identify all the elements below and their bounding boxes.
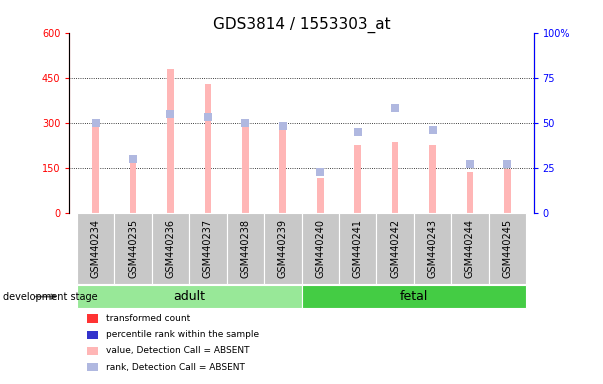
Bar [167,69,174,213]
Point [166,111,175,117]
Text: percentile rank within the sample: percentile rank within the sample [106,330,259,339]
Point [241,120,250,126]
Bar [392,142,399,213]
Bar [204,84,211,213]
Bar [429,144,436,213]
Text: GSM440236: GSM440236 [165,219,175,278]
Text: development stage: development stage [3,291,98,302]
Text: GSM440238: GSM440238 [241,219,250,278]
Text: GSM440243: GSM440243 [428,219,438,278]
Point [278,123,288,129]
Text: GSM440245: GSM440245 [502,219,513,278]
Text: GSM440234: GSM440234 [90,219,101,278]
Point [428,127,437,133]
Bar [488,213,526,284]
Text: fetal: fetal [400,290,428,303]
Bar [302,213,339,284]
Point [128,156,138,162]
Text: transformed count: transformed count [106,314,190,323]
Bar [264,213,302,284]
Bar [279,128,286,213]
Text: GSM440242: GSM440242 [390,219,400,278]
Text: GSM440235: GSM440235 [128,219,138,278]
Point [390,105,400,111]
Text: GSM440241: GSM440241 [353,219,362,278]
Bar [130,155,136,213]
Bar [189,213,227,284]
Text: rank, Detection Call = ABSENT: rank, Detection Call = ABSENT [106,362,244,372]
Point [90,120,100,126]
Bar [317,178,324,213]
Point [203,114,213,121]
Text: value, Detection Call = ABSENT: value, Detection Call = ABSENT [106,346,249,356]
Bar [115,213,152,284]
Text: GSM440244: GSM440244 [465,219,475,278]
Bar [339,213,376,284]
Bar [152,213,189,284]
Bar [355,144,361,213]
Bar [77,213,115,284]
Point [353,129,362,135]
Bar [92,124,99,213]
Text: GSM440240: GSM440240 [315,219,325,278]
Point [465,161,475,167]
Text: GSM440239: GSM440239 [278,219,288,278]
Text: GSM440237: GSM440237 [203,219,213,278]
Point [503,161,513,167]
Bar [467,172,473,213]
Bar [376,213,414,284]
Bar [414,213,451,284]
Bar [242,126,248,213]
Bar [302,285,526,308]
Text: adult: adult [173,290,205,303]
Bar [451,213,488,284]
Bar [227,213,264,284]
Bar [77,285,302,308]
Bar [504,169,511,213]
Title: GDS3814 / 1553303_at: GDS3814 / 1553303_at [213,17,390,33]
Point [315,169,325,175]
